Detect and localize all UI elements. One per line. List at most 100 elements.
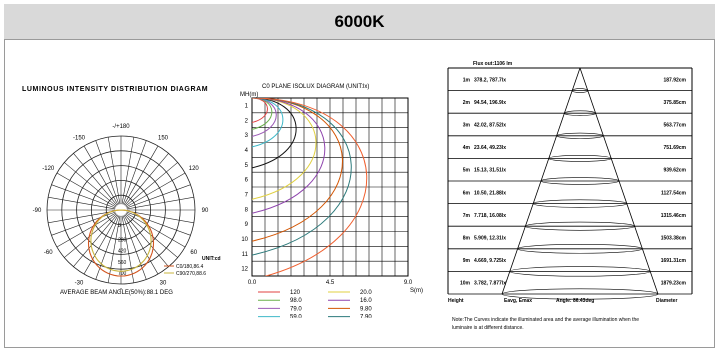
cone-row-height: 5m — [463, 168, 471, 174]
isolux-legend-label: 120 — [290, 290, 301, 296]
polar-angle-label: 150 — [158, 135, 169, 141]
polar-angle-label: -120 — [42, 166, 55, 172]
isolux-y-tick: 10 — [241, 237, 248, 243]
polar-spoke — [121, 215, 135, 283]
isolux-contour — [252, 98, 352, 256]
isolux-y-tick: 5 — [245, 163, 249, 169]
cone-row-lux: 42.02, 87.52lx — [474, 123, 506, 129]
polar-spoke — [64, 162, 117, 207]
cone-ellipse — [517, 244, 643, 254]
polar-spoke — [48, 196, 116, 210]
isolux-contour — [252, 98, 343, 242]
polar-angle-label: 120 — [189, 166, 200, 172]
isolux-y-tick: 8 — [245, 207, 249, 213]
cone-ellipse — [548, 155, 612, 162]
isolux-legend-label: 16.0 — [360, 298, 372, 304]
cone-row-lux: 94.54, 196.9lx — [474, 100, 506, 106]
polar-spoke — [123, 214, 159, 275]
polar-spoke — [95, 140, 120, 205]
polar-legend-label: C0/180,86.4 — [176, 264, 203, 270]
isolux-legend-label: 20.0 — [360, 290, 372, 296]
polar-spoke — [126, 210, 194, 224]
cone-row-height: 7m — [463, 213, 471, 219]
polar-spoke — [107, 137, 121, 205]
cone-ellipse — [556, 132, 604, 139]
cone-row-diameter: 1879.23cm — [661, 281, 687, 287]
polar-diagram-title: LUMINOUS INTENSITY DISTRIBUTION DIAGRAM — [22, 86, 209, 93]
cone-row-diameter: 187.92cm — [663, 77, 686, 83]
cone-row-height: 4m — [463, 145, 471, 151]
flux-output-label: Flux out:1106 lm — [473, 61, 513, 67]
cone-row-lux: 7.718, 16.08lx — [474, 213, 506, 219]
polar-intensity-diagram: -/+180 -150 150 -120 120 -90 90 -60 60 -30 30 0 3 280… — [33, 124, 221, 290]
illuminance-cone-diagram: 1m 378.2, 787.7lx 187.92cm 2m 94.54, 196.9lx… — [447, 67, 693, 304]
polar-spoke — [51, 211, 116, 236]
cone-footer-angle: Angle: 86.43deg — [556, 298, 594, 304]
isolux-x-tick: 9.0 — [404, 280, 413, 286]
cone-row-diameter: 1315.46cm — [661, 213, 687, 219]
polar-ring-label: 280 — [118, 238, 127, 244]
polar-spoke — [122, 215, 147, 280]
cone-row-diameter: 375.85cm — [663, 100, 686, 106]
polar-spoke — [51, 184, 116, 209]
polar-footer: AVERAGE BEAM ANGLE(50%):88.1 DEG — [60, 290, 173, 296]
cone-row-lux: 3.782, 7.877lx — [474, 281, 506, 287]
cone-row-lux: 4.669, 9.725lx — [474, 258, 506, 264]
page-title: 6000K — [4, 4, 715, 40]
polar-spoke — [122, 140, 147, 205]
cone-row-height: 6m — [463, 190, 471, 196]
cone-row-height: 3m — [463, 123, 471, 129]
cone-ellipse — [501, 288, 659, 300]
isolux-x-tick: 4.5 — [326, 280, 335, 286]
isolux-legend-label: 98.0 — [290, 298, 302, 304]
cone-row-height: 9m — [463, 258, 471, 264]
polar-curve-c90-270 — [90, 209, 152, 272]
cone-ellipse — [525, 221, 635, 231]
cone-row-diameter: 1691.31cm — [661, 258, 687, 264]
polar-unit-label: UNIT:cd — [202, 256, 221, 262]
polar-spoke — [125, 212, 186, 248]
spec-sheet — [4, 4, 715, 348]
cone-ellipse — [564, 110, 596, 116]
polar-spoke — [124, 214, 169, 267]
polar-spoke — [83, 214, 119, 275]
polar-ring-label: 3 — [118, 223, 121, 229]
polar-angle-label: 90 — [202, 208, 209, 214]
polar-spoke — [64, 213, 117, 258]
cone-row-lux: 378.2, 787.7lx — [474, 77, 506, 83]
isolux-y-tick: 12 — [241, 267, 248, 273]
polar-spoke — [73, 214, 118, 267]
polar-angle-label: -30 — [75, 281, 84, 287]
polar-ring-label: 560 — [118, 260, 127, 266]
isolux-legend-label: 59.0 — [290, 315, 302, 318]
polar-spoke — [126, 196, 194, 210]
cone-row-diameter: 751.69cm — [663, 145, 686, 151]
polar-angle-label: -/+180 — [112, 124, 130, 130]
cone-row-lux: 15.13, 31.51lx — [474, 168, 506, 174]
polar-angle-label: -60 — [44, 250, 53, 256]
cone-row-diameter: 1127.54cm — [661, 190, 687, 196]
isolux-legend-label: 7.90 — [360, 315, 372, 318]
isolux-contour — [252, 98, 326, 214]
cone-row-diameter: 939.62cm — [663, 168, 686, 174]
polar-spoke — [48, 210, 116, 224]
polar-legend-label: C90/270,88.6 — [176, 271, 206, 277]
cone-footer-height: Height — [448, 298, 464, 304]
isolux-title: C0 PLANE ISOLUX DIAGRAM (UNIT:lx) — [262, 84, 370, 90]
isolux-x-tick: 0.0 — [248, 280, 257, 286]
polar-spoke — [121, 137, 135, 205]
polar-ring-label: 700 — [118, 271, 127, 277]
cone-row-height: 1m — [463, 77, 471, 83]
cone-row-height: 2m — [463, 100, 471, 106]
isolux-contour — [252, 98, 368, 276]
cone-ellipse — [571, 88, 589, 93]
isolux-contour — [252, 98, 284, 148]
isolux-y-tick: 4 — [245, 148, 249, 154]
polar-spoke — [73, 153, 118, 206]
isolux-contour — [252, 98, 317, 200]
polar-angle-label: -90 — [33, 208, 42, 214]
illumination-note: Note:The Curves indicate the illuminated… — [452, 317, 640, 331]
polar-spoke — [126, 184, 191, 209]
cone-row-lux: 10.50, 21.88lx — [474, 190, 506, 196]
